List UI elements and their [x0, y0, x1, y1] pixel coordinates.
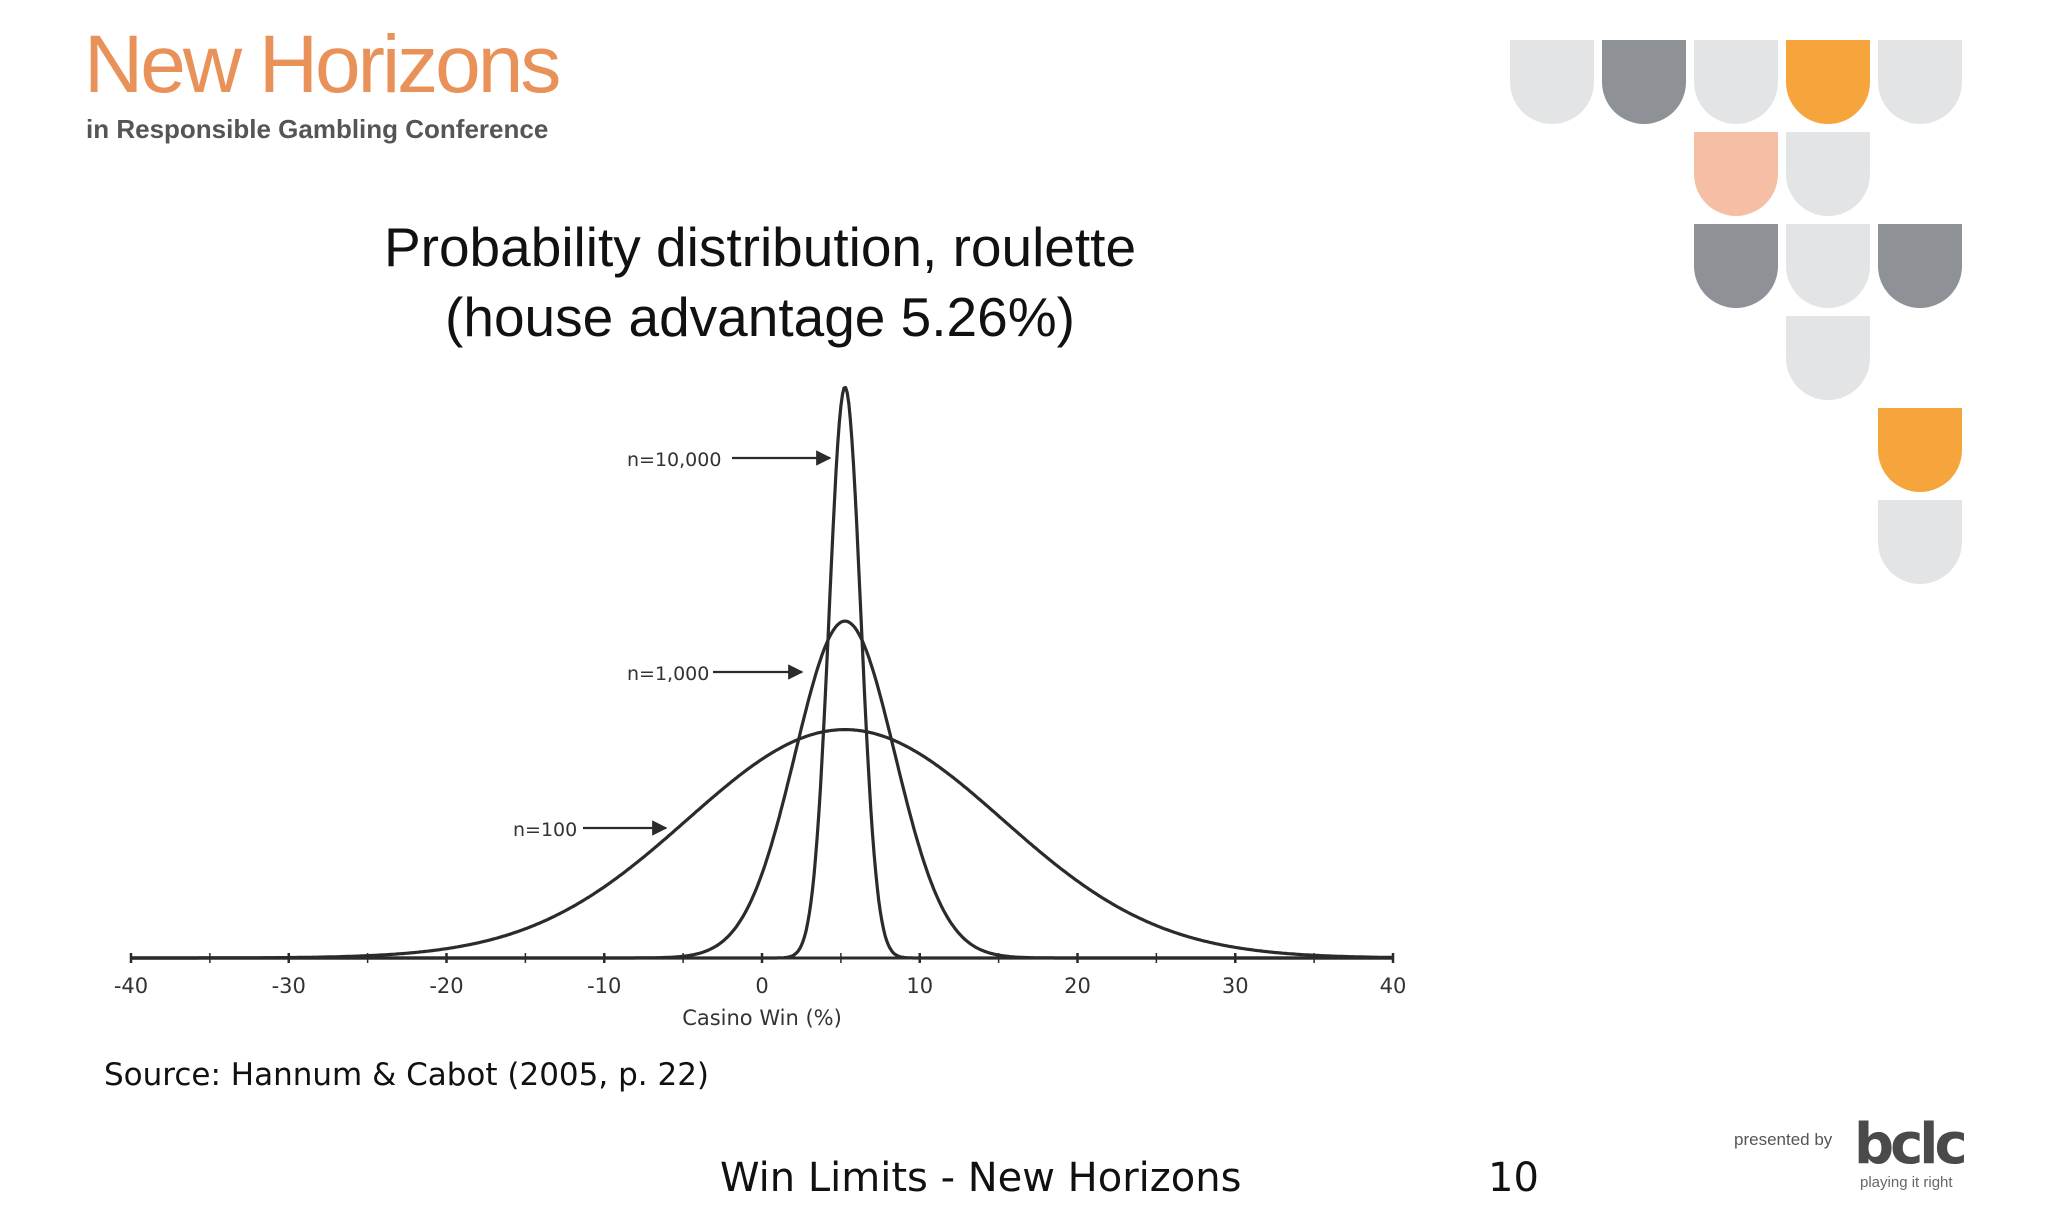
source-citation: Source: Hannum & Cabot (2005, p. 22): [104, 1057, 710, 1093]
sponsor-logo: presented by bclc playing it right: [1734, 1112, 1974, 1200]
x-tick-label: -40: [114, 974, 148, 998]
conference-subtitle: in Responsible Gambling Conference: [86, 114, 549, 144]
decorative-drop-pattern: [1510, 40, 1962, 584]
x-tick-label: -10: [587, 974, 621, 998]
conference-name: New Horizons: [84, 19, 561, 110]
x-tick-label: -30: [272, 974, 306, 998]
decorative-drop-7: [1786, 132, 1870, 217]
decorative-drop-13: [1878, 500, 1962, 584]
decorative-drop-12: [1878, 408, 1962, 492]
slide-title: Probability distribution, roulette (hous…: [300, 212, 1220, 352]
annotation-label-n-10000: n=10,000: [627, 449, 721, 471]
x-tick-label: 10: [906, 974, 933, 998]
footer-title: Win Limits - New Horizons: [720, 1155, 1242, 1201]
slide-title-line-2: (house advantage 5.26%): [445, 286, 1075, 348]
decorative-drop-4: [1786, 40, 1870, 125]
presented-by-label: presented by: [1734, 1130, 1833, 1149]
decorative-drop-1: [1510, 40, 1594, 124]
decorative-drop-5: [1878, 40, 1962, 124]
page-number: 10: [1488, 1155, 1539, 1201]
decorative-drop-8: [1694, 224, 1778, 308]
decorative-drop-6: [1694, 132, 1778, 216]
annotation-label-n-100: n=100: [513, 819, 577, 841]
decorative-drop-2: [1602, 40, 1686, 124]
curve-n-100: [131, 728, 1394, 960]
x-tick-label: 40: [1380, 974, 1407, 998]
decorative-drop-3: [1694, 40, 1778, 124]
x-tick-label: 0: [755, 974, 768, 998]
conference-logo: New Horizons in Responsible Gambling Con…: [84, 19, 561, 145]
slide-title-line-1: Probability distribution, roulette: [383, 216, 1137, 278]
x-axis-label: Casino Win (%): [682, 1006, 842, 1030]
curve-n-10000: [131, 385, 1393, 960]
bclc-tagline: playing it right: [1860, 1174, 1953, 1191]
x-tick-label: -20: [429, 974, 463, 998]
decorative-drop-11: [1786, 316, 1870, 401]
decorative-drop-9: [1786, 224, 1870, 309]
annotation-label-n-1000: n=1,000: [627, 663, 709, 685]
x-tick-label: 20: [1064, 974, 1091, 998]
decorative-drop-10: [1878, 224, 1962, 308]
x-tick-label: 30: [1222, 974, 1249, 998]
bclc-logo: bclc: [1854, 1112, 1968, 1177]
